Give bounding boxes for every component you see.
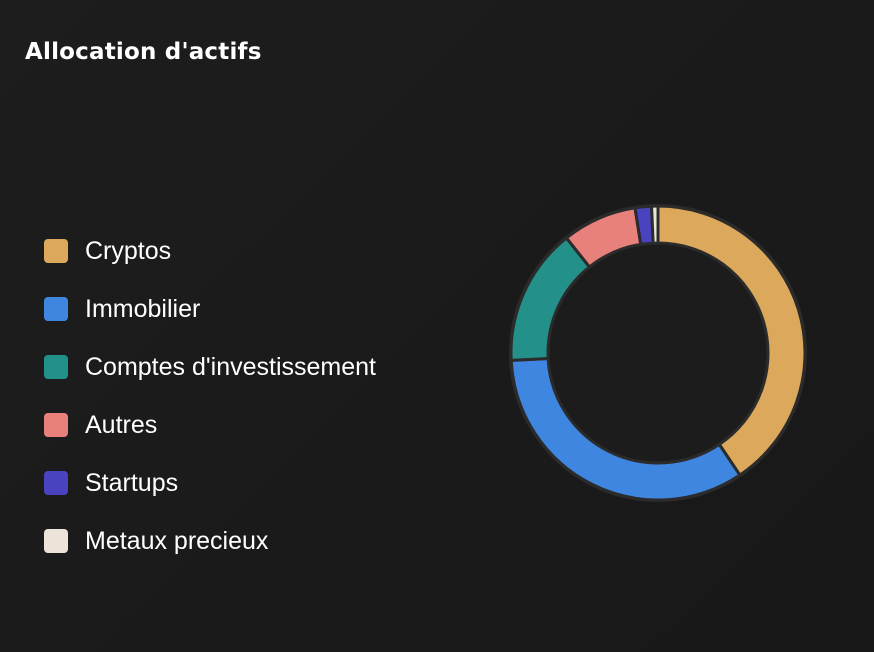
legend-item[interactable]: Cryptos [44, 222, 376, 280]
chart-legend: Cryptos Immobilier Comptes d'investissemen… [44, 222, 376, 570]
legend-label: Immobilier [85, 295, 201, 323]
legend-swatch [44, 471, 68, 495]
legend-swatch [44, 297, 68, 321]
donut-hole [549, 244, 767, 462]
legend-swatch [44, 529, 68, 553]
legend-item[interactable]: Metaux precieux [44, 512, 376, 570]
legend-label: Metaux precieux [85, 527, 269, 555]
legend-label: Autres [85, 411, 158, 439]
legend-item[interactable]: Autres [44, 396, 376, 454]
legend-label: Startups [85, 469, 179, 497]
legend-item[interactable]: Comptes d'investissement [44, 338, 376, 396]
legend-swatch [44, 413, 68, 437]
chart-title: Allocation d'actifs [25, 39, 262, 65]
donut-slice-6[interactable] [650, 204, 660, 245]
legend-item[interactable]: Startups [44, 454, 376, 512]
legend-label: Cryptos [85, 237, 172, 265]
legend-item[interactable]: Immobilier [44, 280, 376, 338]
legend-label: Comptes d'investissement [85, 353, 377, 381]
legend-swatch [44, 355, 68, 379]
donut-slice-1[interactable] [656, 204, 807, 477]
donut-chart [509, 204, 807, 502]
legend-swatch [44, 239, 68, 263]
